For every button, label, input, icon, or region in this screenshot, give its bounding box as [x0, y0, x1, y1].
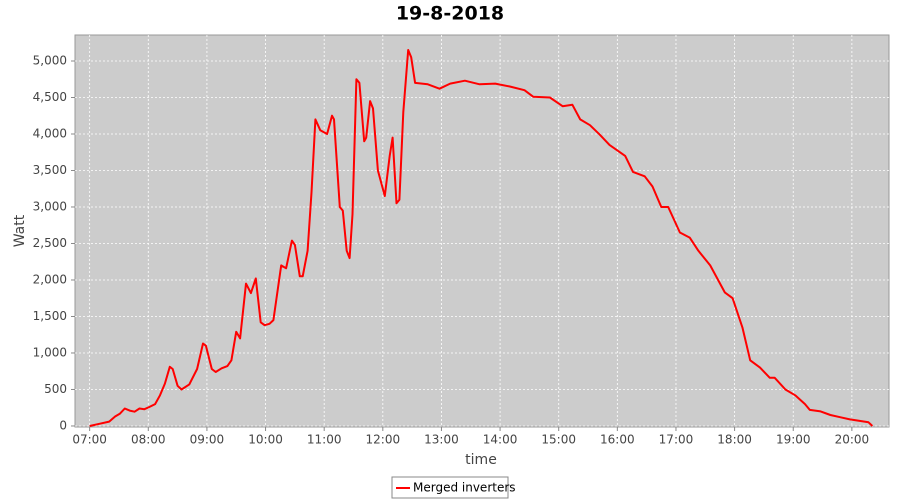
- x-tick-label: 17:00: [659, 433, 694, 447]
- x-tick-label: 15:00: [541, 433, 576, 447]
- x-tick-label: 18:00: [717, 433, 752, 447]
- y-tick-label: 1,000: [33, 345, 67, 359]
- x-tick-label: 10:00: [248, 433, 283, 447]
- x-tick-label: 19:00: [776, 433, 811, 447]
- data-line: [89, 49, 874, 427]
- y-tick-label: 3,500: [33, 163, 67, 177]
- marks: [89, 49, 874, 427]
- y-tick-label: 500: [44, 382, 67, 396]
- y-tick-label: 2,500: [33, 236, 67, 250]
- y-tick-label: 4,000: [33, 126, 67, 140]
- x-tick-label: 12:00: [366, 433, 401, 447]
- x-axis-label: time: [465, 452, 497, 468]
- x-tick-label: 16:00: [600, 433, 635, 447]
- y-tick-label: 2,000: [33, 272, 67, 286]
- y-tick-label: 5,000: [33, 53, 67, 67]
- y-tick-label: 4,500: [33, 90, 67, 104]
- x-tick-label: 09:00: [190, 433, 225, 447]
- legend-box: [391, 476, 509, 499]
- x-tick-label: 20:00: [835, 433, 870, 447]
- grid: [71, 35, 889, 431]
- x-tick-label: 14:00: [483, 433, 518, 447]
- x-tick-label: 13:00: [424, 433, 459, 447]
- x-tick-label: 08:00: [131, 433, 166, 447]
- y-axis-label: Watt: [12, 214, 28, 247]
- y-tick-label: 0: [59, 418, 67, 432]
- legend-label: Merged inverters: [413, 481, 516, 495]
- legend: Merged inverters: [391, 476, 516, 499]
- chart-title: 19-8-2018: [396, 3, 504, 25]
- y-tick-label: 3,000: [33, 199, 67, 213]
- x-tick-label: 07:00: [72, 433, 107, 447]
- x-tick-label: 11:00: [307, 433, 342, 447]
- y-tick-label: 1,500: [33, 309, 67, 323]
